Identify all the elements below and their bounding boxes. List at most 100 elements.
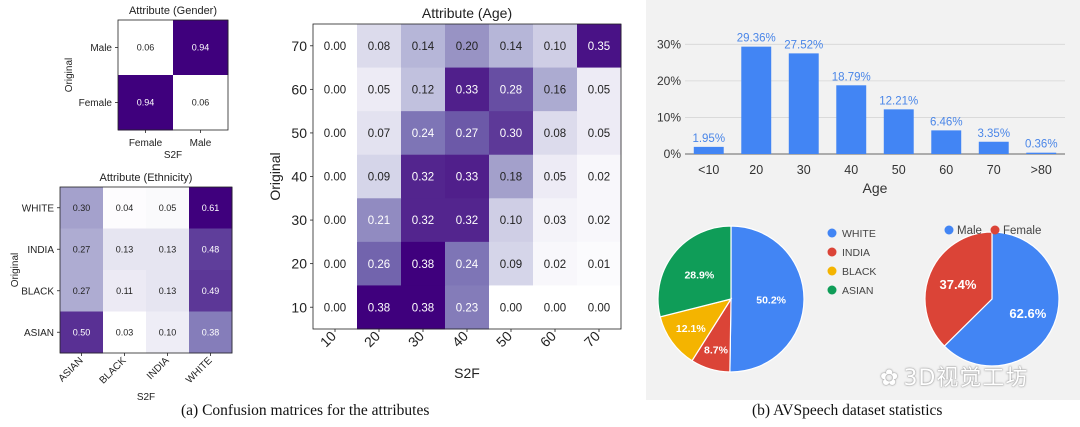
heatmap-age-cell-label: 0.10 xyxy=(544,41,566,53)
heatmap-gender-xlabel: S2F xyxy=(164,150,182,161)
heatmap-age-cell xyxy=(357,67,402,112)
heatmap-ethnicity-ytick-label: WHITE xyxy=(22,203,55,214)
heatmap-gender-ytick-label: Female xyxy=(79,98,113,109)
heatmap-ethnicity-cell-label: 0.27 xyxy=(73,244,91,254)
heatmap-gender-ylabel: Original xyxy=(64,58,75,92)
heatmap-ethnicity-frame xyxy=(59,186,233,354)
heatmap-ethnicity-cell xyxy=(60,187,104,229)
bar xyxy=(883,109,914,154)
heatmap-age-cell-label: 0.00 xyxy=(324,128,346,140)
heatmap-age-cell-label: 0.05 xyxy=(588,84,610,96)
heatmap-gender-cell-label: 0.06 xyxy=(137,43,155,53)
heatmap-gender-cell-label: 0.94 xyxy=(192,43,210,53)
heatmap-age-cell-label: 0.09 xyxy=(368,172,390,184)
heatmap-age-cell xyxy=(445,154,490,199)
heatmap-age-cell xyxy=(313,241,358,286)
bar-data-label: 18.79% xyxy=(832,71,871,83)
heatmap-age-xtick-label: 40 xyxy=(449,328,471,350)
legend-ethnicity-marker xyxy=(827,228,837,238)
bar-ytick-label: 20% xyxy=(657,74,681,88)
heatmap-gender-cell xyxy=(118,20,174,76)
pie-ethnicity-dist-slice-label: 50.2% xyxy=(756,294,786,306)
heatmap-age-cell xyxy=(313,24,358,69)
heatmap-age-cell-label: 0.33 xyxy=(456,84,478,96)
heatmap-age-cell-label: 0.27 xyxy=(456,128,478,140)
pie-ethnicity-dist-slice-label: 28.9% xyxy=(684,269,714,281)
heatmap-ethnicity-cell xyxy=(189,228,233,271)
heatmap-ethnicity-cell-label: 0.50 xyxy=(73,327,91,337)
bar-xtick-label: 70 xyxy=(987,163,1001,177)
bar-ytick-label: 0% xyxy=(664,147,682,161)
heatmap-ethnicity-cell xyxy=(60,311,104,354)
heatmap-gender-cell xyxy=(173,75,229,131)
heatmap-age-cell-label: 0.02 xyxy=(588,215,610,227)
heatmap-age-cell xyxy=(445,24,490,69)
heatmap-age-cell xyxy=(401,67,446,112)
heatmap-age-cell xyxy=(313,154,358,199)
bar-data-label: 6.46% xyxy=(930,116,963,128)
bar-xtick-label: 50 xyxy=(892,163,906,177)
pie-gender-dist-slice xyxy=(943,231,1060,367)
heatmap-ethnicity-xtick-label: ASIAN xyxy=(57,355,86,384)
heatmap-age-ytick-label: 70 xyxy=(291,38,307,54)
heatmap-ethnicity-cell-label: 0.48 xyxy=(202,244,220,254)
heatmap-age-cell xyxy=(445,67,490,112)
heatmap-age-cell-label: 0.12 xyxy=(412,84,434,96)
heatmap-age-cell-label: 0.00 xyxy=(500,302,522,314)
pie-ethnicity-dist-slice xyxy=(729,225,805,373)
heatmap-ethnicity-ytick-label: ASIAN xyxy=(24,328,54,339)
bar-ytick-label: 30% xyxy=(657,37,681,51)
heatmap-age-cell xyxy=(489,285,534,330)
heatmap-gender-ytick-label: Male xyxy=(90,43,112,54)
heatmap-ethnicity-cell-label: 0.13 xyxy=(159,286,177,296)
pie-ethnicity-dist-slice xyxy=(657,225,732,318)
heatmap-age-cell-label: 0.38 xyxy=(412,302,434,314)
heatmap-age-cell xyxy=(533,241,578,286)
bar-ytick-label: 10% xyxy=(657,110,681,124)
heatmap-age-cell xyxy=(445,198,490,243)
heatmap-ethnicity-cell xyxy=(189,187,233,229)
watermark-text: 3D视觉工坊 xyxy=(903,366,1029,391)
heatmap-age-cell-label: 0.09 xyxy=(500,259,522,271)
heatmap-age-cell xyxy=(401,111,446,156)
heatmap-ethnicity-ytick-label: BLACK xyxy=(21,286,54,297)
heatmap-age-ytick-label: 40 xyxy=(291,169,307,185)
heatmap-ethnicity-cell-label: 0.05 xyxy=(159,203,177,213)
heatmap-ethnicity-cell xyxy=(103,270,147,312)
bar-xtick-label: 30 xyxy=(797,163,811,177)
heatmap-age-ytick-label: 60 xyxy=(291,81,307,97)
legend-gender-marker xyxy=(990,225,1000,235)
heatmap-ethnicity-cell-label: 0.13 xyxy=(116,244,134,254)
heatmap-age-cell xyxy=(445,111,490,156)
legend-ethnicity-label: WHITE xyxy=(842,228,876,240)
heatmap-age-title: Attribute (Age) xyxy=(422,5,512,21)
legend-gender-marker xyxy=(944,225,954,235)
bar xyxy=(931,130,962,154)
heatmap-age-cell xyxy=(577,111,622,156)
heatmap-ethnicity-cell-label: 0.03 xyxy=(116,327,134,337)
heatmap-age-cell xyxy=(357,285,402,330)
legend-ethnicity-label: BLACK xyxy=(842,266,876,278)
heatmap-gender-cell-label: 0.06 xyxy=(192,98,210,108)
heatmap-ethnicity-cell xyxy=(60,270,104,312)
heatmap-ethnicity-cell xyxy=(103,228,147,271)
heatmap-gender-cell-label: 0.94 xyxy=(137,98,155,108)
bar xyxy=(1026,152,1057,154)
heatmap-age-cell-label: 0.14 xyxy=(412,41,435,53)
heatmap-age-cell-label: 0.26 xyxy=(368,259,390,271)
caption-dataset-statistics: (b) AVSpeech dataset statistics xyxy=(752,402,943,419)
heatmap-age-cell xyxy=(533,285,578,330)
heatmap-ethnicity-cell xyxy=(146,270,190,312)
bar-data-label: 1.95% xyxy=(692,133,725,145)
heatmap-ethnicity-cell-label: 0.49 xyxy=(202,286,220,296)
heatmap-age-cell-label: 0.32 xyxy=(412,215,434,227)
heatmap-age-cell-label: 0.02 xyxy=(588,172,610,184)
heatmap-ethnicity-ylabel: Original xyxy=(10,253,21,287)
legend-ethnicity-marker xyxy=(827,266,837,276)
heatmap-age-cell xyxy=(445,241,490,286)
heatmap-age-ytick-label: 20 xyxy=(291,256,307,272)
heatmap-age-cell-label: 0.33 xyxy=(456,172,478,184)
heatmap-ethnicity-cell-label: 0.61 xyxy=(202,203,220,213)
heatmap-age-xtick-label: 70 xyxy=(581,328,603,350)
